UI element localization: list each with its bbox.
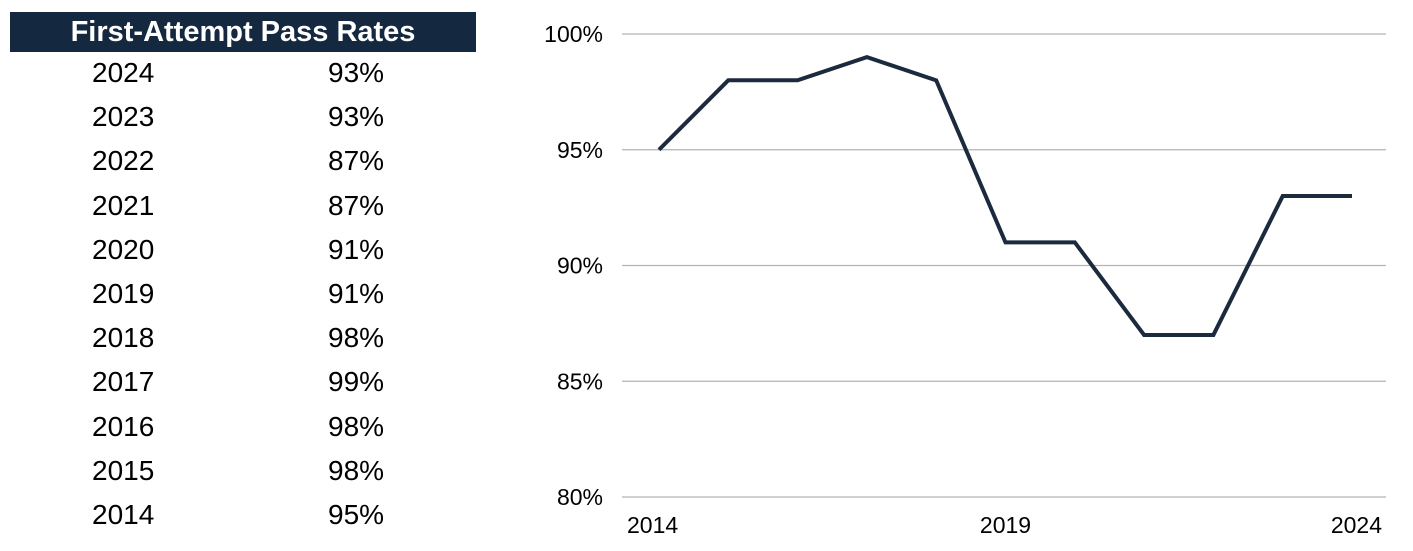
rate-cell: 98%: [328, 322, 385, 354]
year-cell: 2017: [92, 366, 155, 398]
series-line: [657, 55, 1352, 337]
y-tick-label: 85%: [557, 368, 603, 394]
rate-cell: 87%: [328, 189, 385, 221]
table-row: 2023 93%: [10, 96, 476, 140]
y-tick-label: 80%: [557, 484, 603, 510]
table-row: 2022 87%: [10, 140, 476, 184]
year-cell: 2015: [92, 454, 155, 486]
table-row: 2015 98%: [10, 450, 476, 494]
year-cell: 2016: [92, 410, 155, 442]
table-row: 2021 87%: [10, 185, 476, 229]
rate-cell: 95%: [328, 498, 385, 530]
rate-cell: 93%: [328, 57, 385, 88]
year-cell: 2018: [92, 322, 155, 354]
pass-rate-table: First-Attempt Pass Rates 2024 93% 2023 93% 2…: [10, 12, 476, 538]
y-tick-label: 100%: [544, 21, 603, 47]
year-cell: 2022: [92, 145, 155, 177]
table-row: 2019 91%: [10, 273, 476, 317]
year-cell: 2014: [92, 498, 155, 530]
table-row: 2017 99%: [10, 361, 476, 405]
x-tick-label: 2014: [627, 512, 678, 538]
rate-cell: 98%: [328, 410, 385, 442]
rate-cell: 99%: [328, 366, 385, 398]
year-cell: 2019: [92, 277, 155, 309]
rate-cell: 87%: [328, 145, 385, 177]
table-row: 2024 93%: [10, 52, 476, 96]
table-title: First-Attempt Pass Rates: [10, 12, 476, 52]
year-cell: 2024: [92, 57, 155, 88]
year-cell: 2021: [92, 189, 155, 221]
table-row: 2014 95%: [10, 494, 476, 538]
rate-cell: 91%: [328, 277, 385, 309]
table-row: 2020 91%: [10, 229, 476, 273]
y-tick-label: 95%: [557, 137, 603, 163]
year-cell: 2020: [92, 233, 155, 265]
rate-cell: 98%: [328, 454, 385, 486]
x-tick-label: 2024: [1331, 512, 1382, 538]
y-tick-label: 90%: [557, 253, 603, 279]
table-row: 2018 98%: [10, 317, 476, 361]
rate-cell: 93%: [328, 101, 385, 133]
x-tick-label: 2019: [980, 512, 1031, 538]
table-row: 2016 98%: [10, 406, 476, 450]
year-cell: 2023: [92, 101, 155, 133]
rate-cell: 91%: [328, 233, 385, 265]
